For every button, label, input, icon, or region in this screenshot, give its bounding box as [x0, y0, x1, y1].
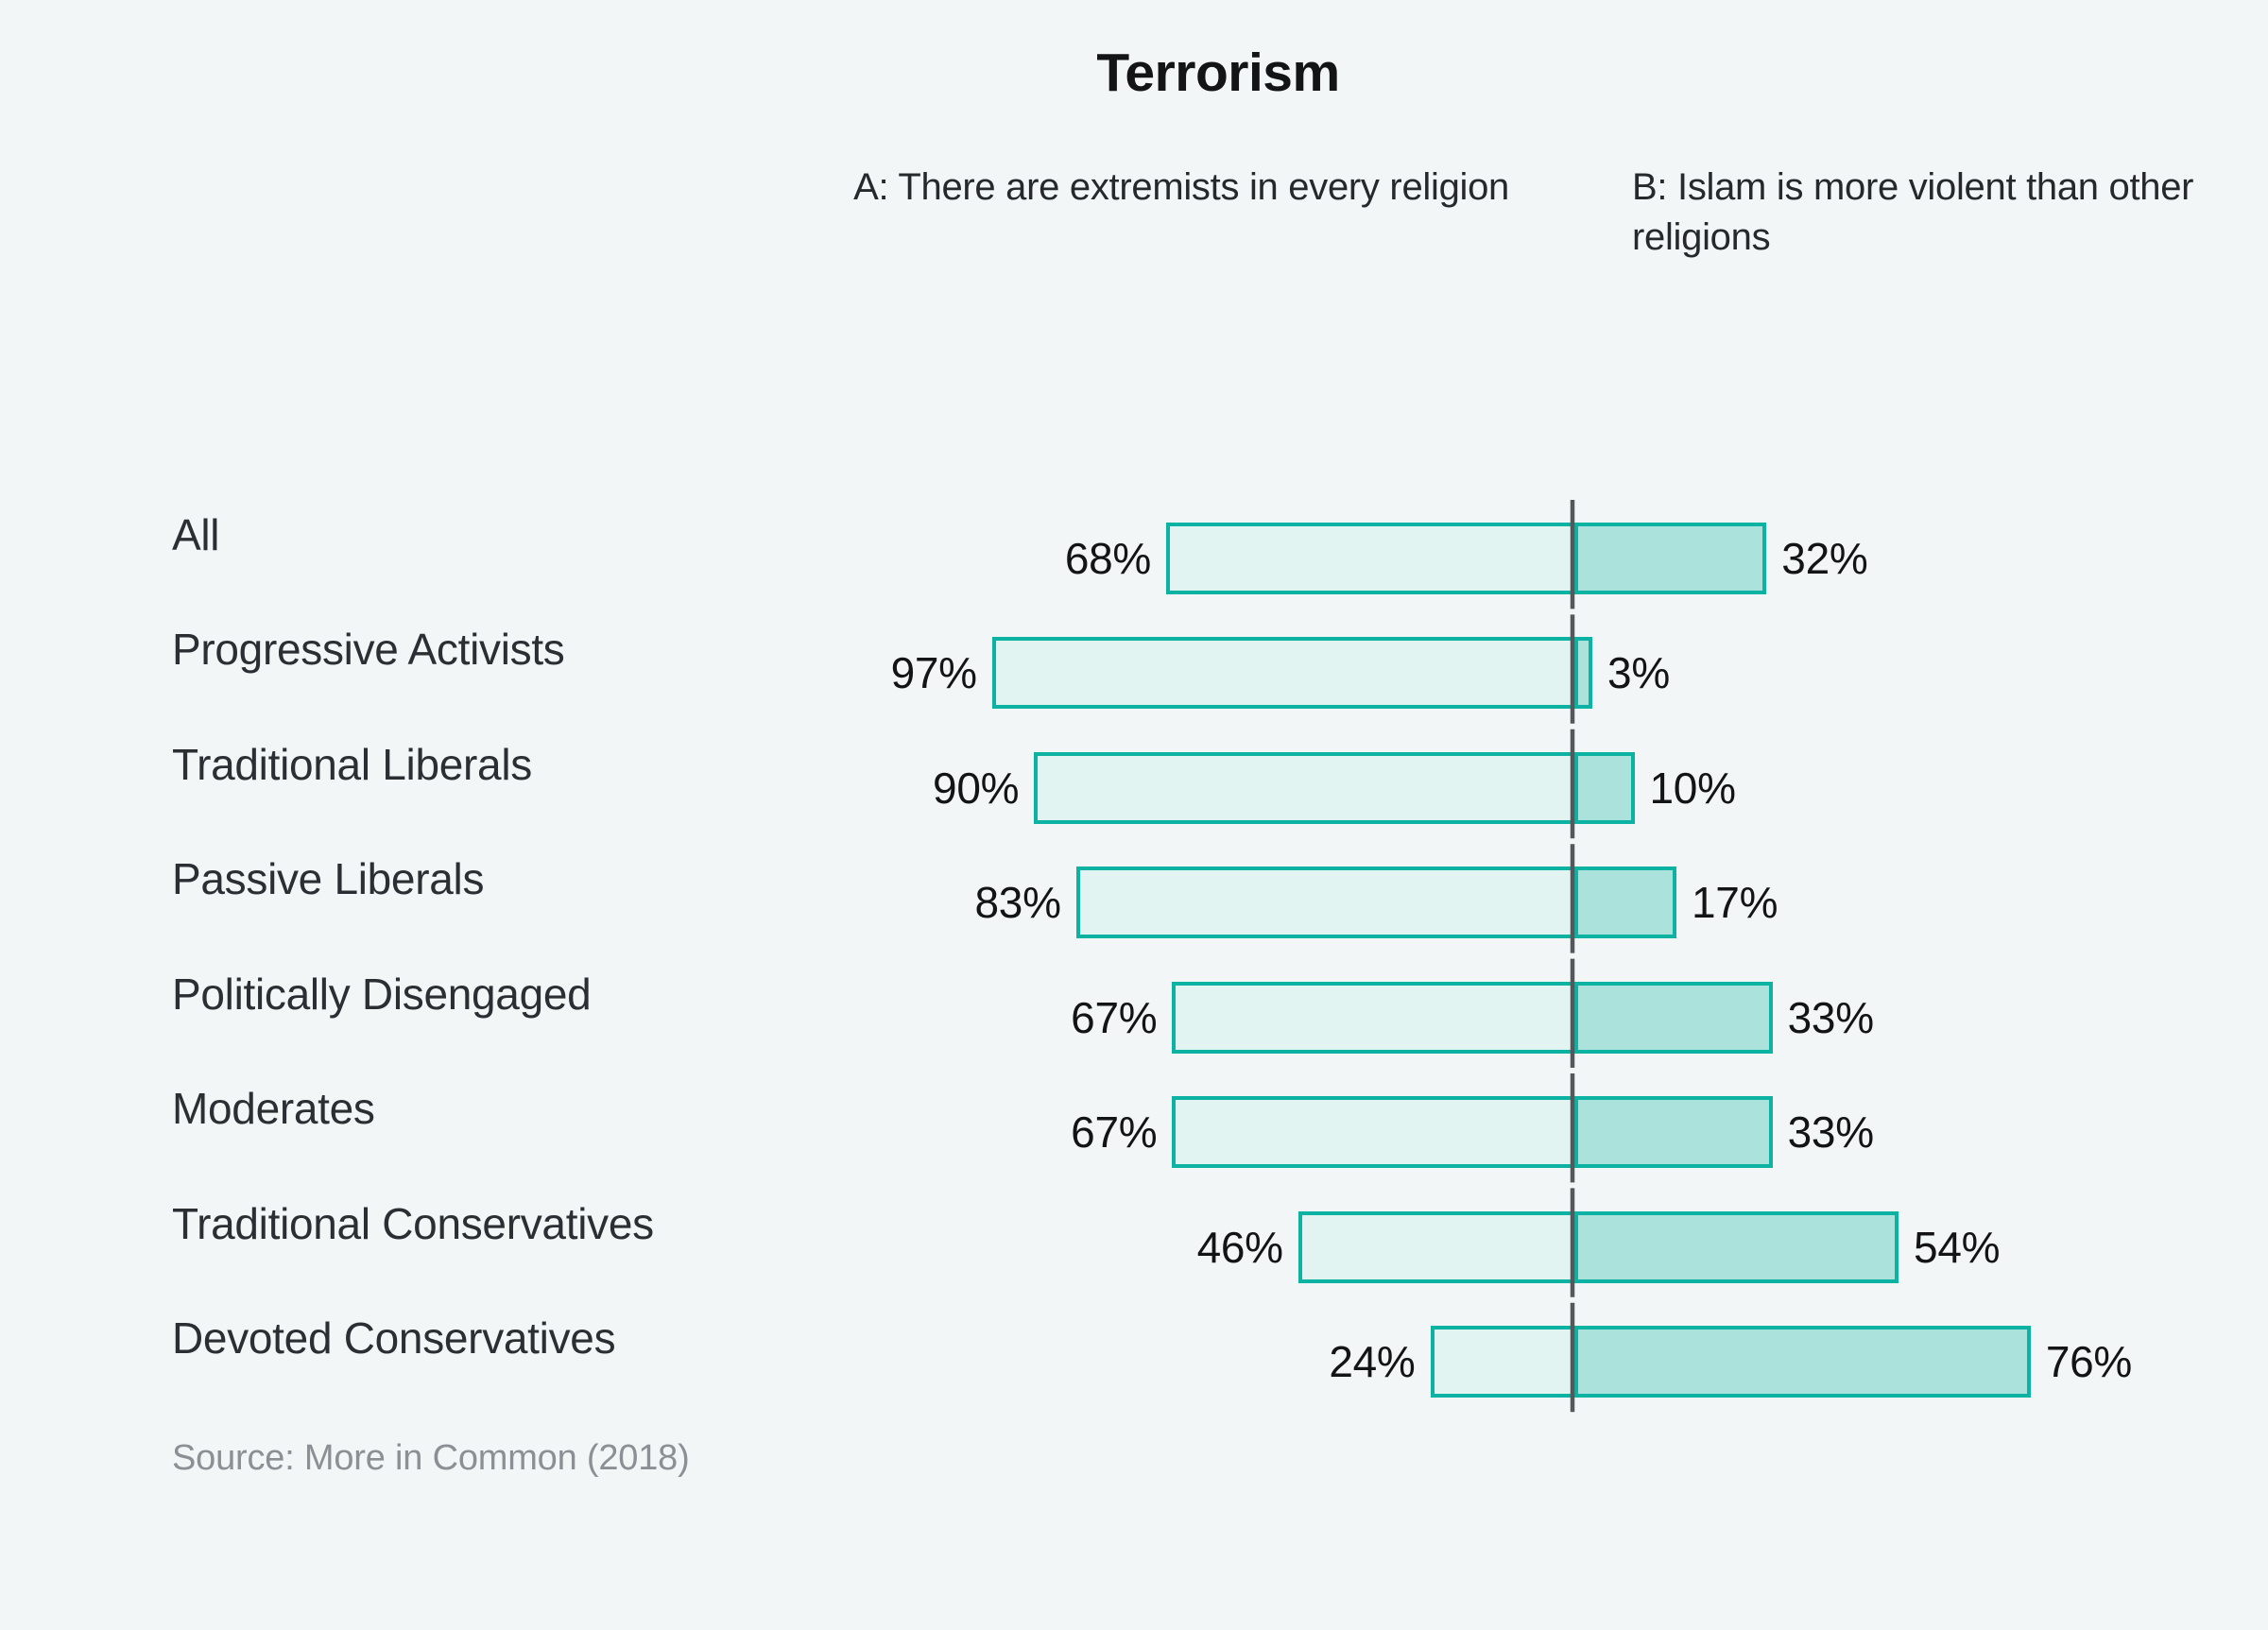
- value-label-b-5: 33%: [1787, 1107, 1874, 1158]
- bar-segment-a-5: [1172, 1096, 1574, 1169]
- bar-segment-a-6: [1297, 1210, 1574, 1283]
- row-label-2: Traditional Liberals: [172, 739, 532, 789]
- bar-segment-a-7: [1430, 1326, 1574, 1398]
- row-label-6: Traditional Conservatives: [172, 1198, 654, 1248]
- row-label-7: Devoted Conservatives: [172, 1313, 616, 1363]
- value-label-a-6: 46%: [1196, 1222, 1283, 1272]
- value-label-b-0: 32%: [1781, 534, 1868, 583]
- bar-segment-b-6: [1574, 1210, 1899, 1283]
- row-label-5: Moderates: [172, 1084, 375, 1134]
- value-label-a-7: 24%: [1329, 1337, 1416, 1386]
- value-label-b-7: 76%: [2045, 1337, 2132, 1386]
- value-label-b-3: 17%: [1692, 878, 1778, 928]
- bar-segment-b-3: [1574, 866, 1676, 939]
- row-label-3: Passive Liberals: [172, 854, 485, 904]
- bar-segment-b-4: [1574, 981, 1773, 1054]
- source-note: Source: More in Common (2018): [172, 1438, 690, 1478]
- value-label-a-2: 90%: [933, 763, 1020, 813]
- value-label-a-1: 97%: [890, 648, 977, 698]
- column-header-a: A: There are extremists in every religio…: [853, 166, 1509, 208]
- column-header-b: B: Islam is more violent than other reli…: [1632, 166, 2194, 258]
- bar-segment-b-0: [1574, 523, 1767, 594]
- bar-segment-b-2: [1574, 751, 1635, 824]
- row-label-4: Politically Disengaged: [172, 969, 592, 1019]
- bar-segment-a-3: [1075, 866, 1574, 939]
- bar-segment-a-0: [1165, 523, 1574, 594]
- value-label-a-0: 68%: [1064, 534, 1151, 583]
- bar-segment-a-1: [991, 637, 1574, 710]
- value-label-a-4: 67%: [1071, 992, 1158, 1042]
- value-label-b-4: 33%: [1787, 992, 1874, 1042]
- value-label-a-5: 67%: [1071, 1107, 1158, 1158]
- chart-title: Terrorism: [1096, 43, 1340, 103]
- bar-segment-b-1: [1574, 637, 1593, 710]
- bar-segment-b-7: [1574, 1326, 2031, 1398]
- row-label-0: All: [172, 510, 220, 559]
- value-label-a-3: 83%: [974, 878, 1061, 928]
- bar-segment-a-2: [1034, 751, 1574, 824]
- row-label-1: Progressive Activists: [172, 625, 565, 675]
- bar-segment-a-4: [1172, 981, 1574, 1054]
- value-label-b-1: 3%: [1607, 648, 1670, 698]
- value-label-b-2: 10%: [1649, 763, 1736, 813]
- value-label-b-6: 54%: [1914, 1222, 2001, 1272]
- bar-segment-b-5: [1574, 1096, 1773, 1169]
